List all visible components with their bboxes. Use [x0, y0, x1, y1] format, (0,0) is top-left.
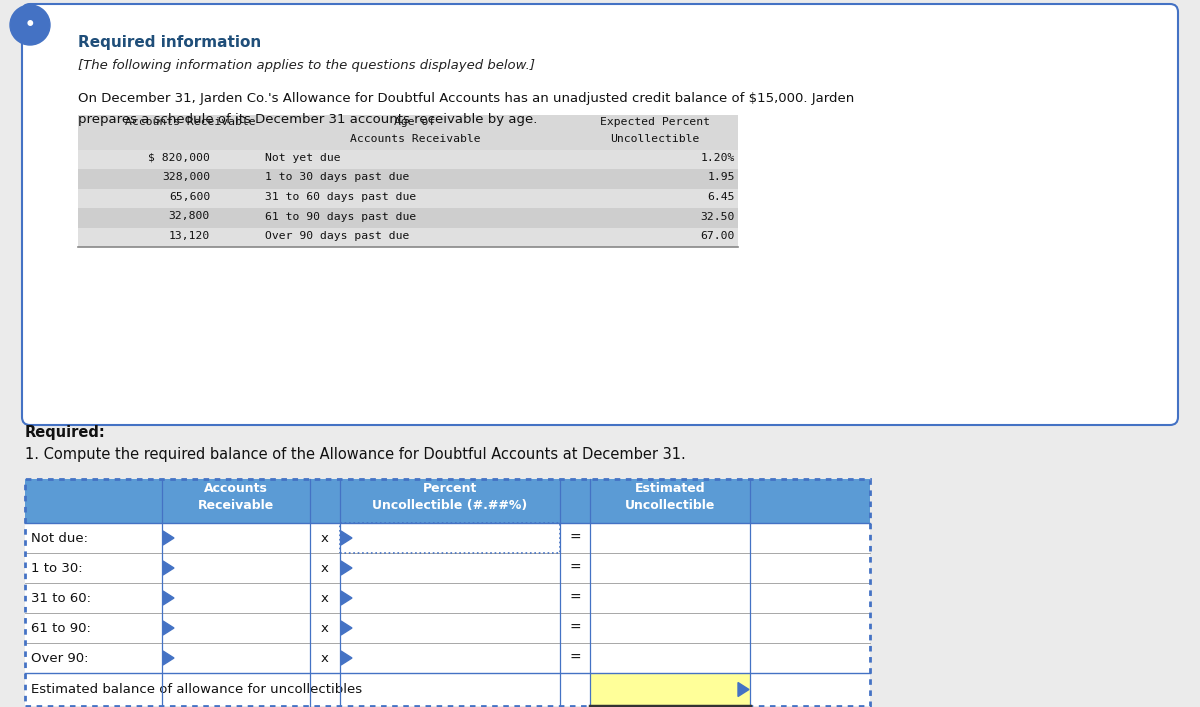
Text: 13,120: 13,120	[169, 231, 210, 241]
Bar	[78, 150, 738, 170]
Text: =: =	[569, 561, 581, 575]
Text: Accounts Receivable: Accounts Receivable	[349, 134, 480, 144]
Text: Not yet due: Not yet due	[265, 153, 341, 163]
Bar	[25, 673, 870, 706]
Text: Estimated
Uncollectible: Estimated Uncollectible	[625, 482, 715, 512]
Text: $ 820,000: $ 820,000	[148, 153, 210, 163]
Polygon shape	[341, 531, 352, 545]
Bar	[25, 479, 870, 706]
Text: •: •	[25, 16, 35, 34]
Bar	[78, 228, 738, 247]
Text: On December 31, Jarden Co.'s Allowance for Doubtful Accounts has an unadjusted c: On December 31, Jarden Co.'s Allowance f…	[78, 92, 854, 105]
Polygon shape	[163, 651, 174, 665]
Text: Required:: Required:	[25, 425, 106, 440]
Bar	[78, 189, 738, 209]
Text: 32,800: 32,800	[169, 211, 210, 221]
Polygon shape	[738, 682, 749, 696]
Circle shape	[10, 5, 50, 45]
Text: =: =	[569, 591, 581, 605]
Polygon shape	[163, 591, 174, 605]
Text: x: x	[322, 621, 329, 634]
Text: Percent
Uncollectible (#.##%): Percent Uncollectible (#.##%)	[372, 482, 528, 512]
Polygon shape	[163, 531, 174, 545]
Bar	[78, 209, 738, 228]
Text: =: =	[569, 531, 581, 545]
Text: x: x	[322, 592, 329, 604]
Text: =: =	[569, 651, 581, 665]
Polygon shape	[341, 561, 352, 575]
Text: 32.50: 32.50	[701, 211, 734, 221]
Polygon shape	[163, 561, 174, 575]
FancyBboxPatch shape	[22, 4, 1178, 425]
Polygon shape	[341, 621, 352, 635]
Text: 1.20%: 1.20%	[701, 153, 734, 163]
Text: prepares a schedule of its December 31 accounts receivable by age.: prepares a schedule of its December 31 a…	[78, 113, 538, 126]
Text: x: x	[322, 561, 329, 575]
Bar	[590, 674, 750, 705]
Text: 1.95: 1.95	[708, 173, 734, 182]
Bar	[78, 170, 738, 189]
Bar	[25, 479, 870, 523]
Text: Age of: Age of	[395, 117, 436, 127]
Text: 31 to 60 days past due: 31 to 60 days past due	[265, 192, 416, 202]
Text: Uncollectible: Uncollectible	[611, 134, 700, 144]
Text: 1. Compute the required balance of the Allowance for Doubtful Accounts at Decemb: 1. Compute the required balance of the A…	[25, 447, 685, 462]
Text: Accounts
Receivable: Accounts Receivable	[198, 482, 274, 512]
Bar	[25, 523, 870, 673]
Text: 1 to 30 days past due: 1 to 30 days past due	[265, 173, 409, 182]
Polygon shape	[341, 591, 352, 605]
Text: 328,000: 328,000	[162, 173, 210, 182]
Text: Not due:: Not due:	[31, 532, 88, 544]
Text: 61 to 90 days past due: 61 to 90 days past due	[265, 211, 416, 221]
Text: x: x	[322, 532, 329, 544]
Bar	[78, 115, 738, 150]
Polygon shape	[163, 621, 174, 635]
Text: Accounts Receivable: Accounts Receivable	[125, 117, 256, 127]
Text: 31 to 60:: 31 to 60:	[31, 592, 91, 604]
Text: 61 to 90:: 61 to 90:	[31, 621, 91, 634]
Text: Over 90:: Over 90:	[31, 651, 89, 665]
Bar	[340, 523, 560, 553]
Text: 1 to 30:: 1 to 30:	[31, 561, 83, 575]
Text: 6.45: 6.45	[708, 192, 734, 202]
Text: 67.00: 67.00	[701, 231, 734, 241]
Text: [The following information applies to the questions displayed below.]: [The following information applies to th…	[78, 59, 535, 72]
Text: x: x	[322, 651, 329, 665]
Text: Over 90 days past due: Over 90 days past due	[265, 231, 409, 241]
Text: =: =	[569, 621, 581, 635]
Polygon shape	[341, 651, 352, 665]
Text: Expected Percent: Expected Percent	[600, 117, 710, 127]
Text: Required information: Required information	[78, 35, 262, 50]
Text: Estimated balance of allowance for uncollectibles: Estimated balance of allowance for uncol…	[31, 683, 362, 696]
Text: 65,600: 65,600	[169, 192, 210, 202]
